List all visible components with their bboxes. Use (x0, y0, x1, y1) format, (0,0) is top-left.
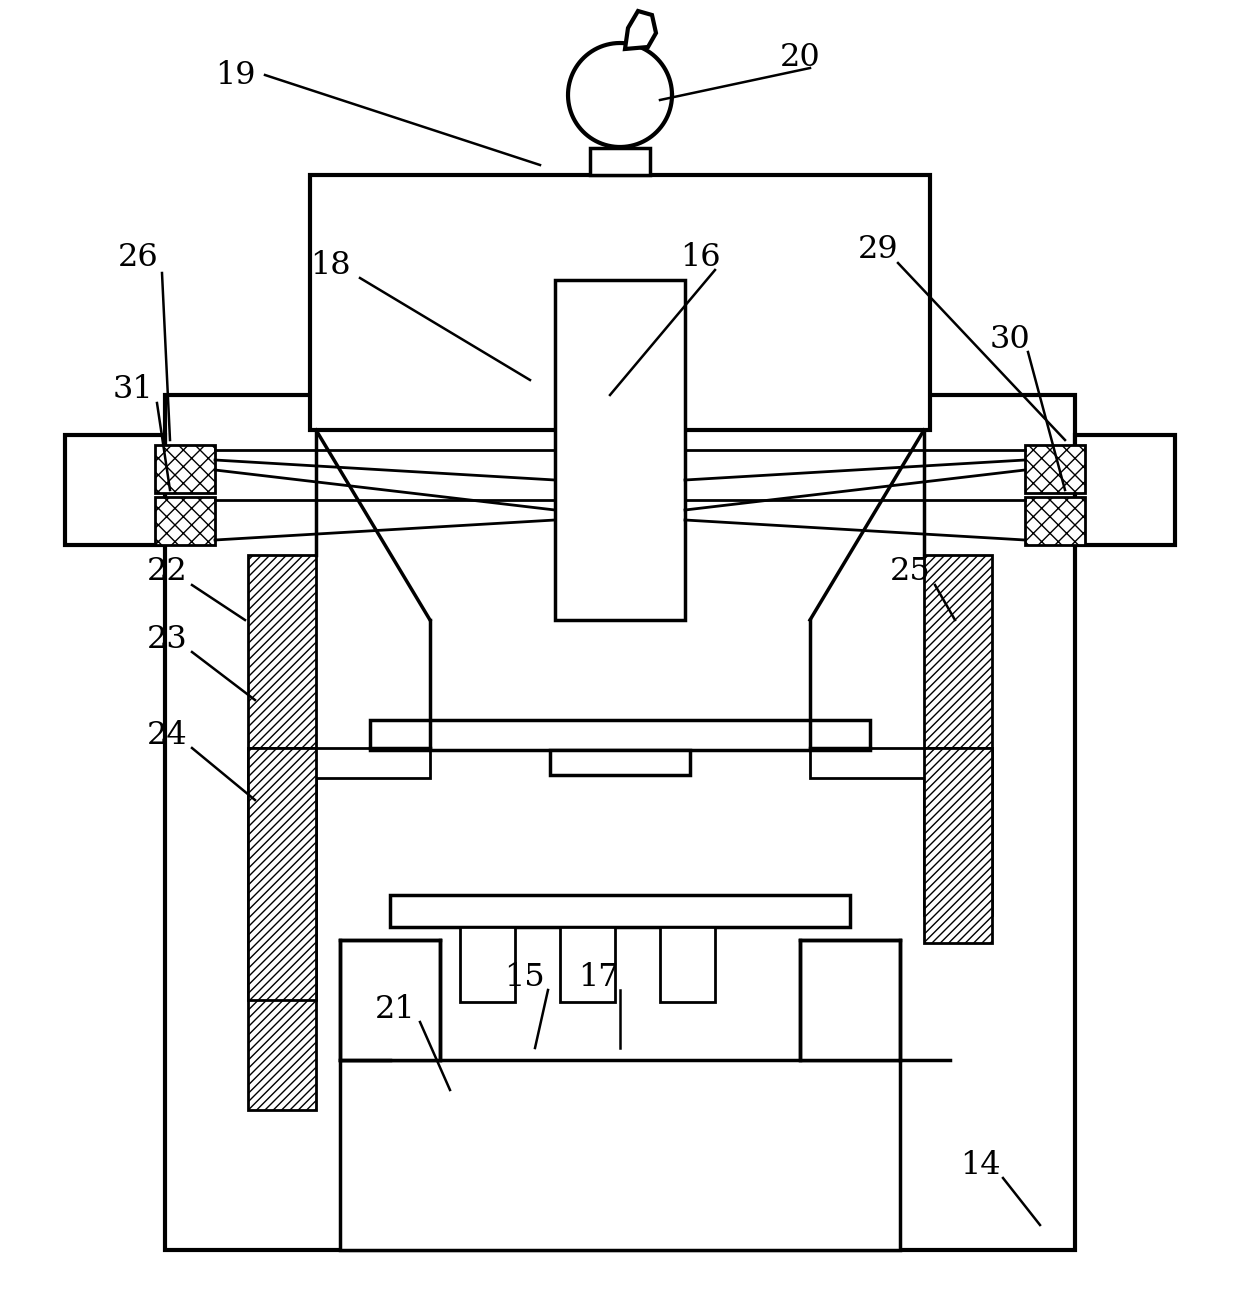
Text: 31: 31 (113, 375, 154, 406)
Bar (391, 895, 849, 928)
Bar (556, 280, 684, 621)
Bar (310, 176, 930, 431)
Bar (810, 748, 992, 778)
Bar (340, 941, 440, 1060)
Text: 15: 15 (505, 963, 546, 994)
Text: 21: 21 (374, 994, 415, 1025)
Bar (460, 928, 515, 1002)
Bar (64, 435, 165, 545)
Bar (800, 941, 900, 1060)
Bar (590, 148, 650, 176)
Text: 17: 17 (578, 963, 619, 994)
Bar (924, 556, 992, 915)
Text: 14: 14 (960, 1150, 1001, 1180)
Text: 26: 26 (118, 242, 159, 273)
Text: 30: 30 (990, 324, 1030, 355)
Bar (660, 928, 715, 1002)
Bar (924, 748, 992, 943)
Text: 22: 22 (146, 557, 187, 588)
Text: 18: 18 (310, 250, 351, 281)
Bar (1075, 435, 1176, 545)
Text: 24: 24 (146, 719, 187, 751)
Bar (1025, 445, 1085, 493)
Text: 19: 19 (215, 60, 255, 91)
Bar (560, 928, 615, 1002)
Bar (248, 556, 316, 1110)
Text: 23: 23 (146, 624, 187, 656)
Bar (1025, 497, 1085, 545)
Polygon shape (625, 10, 656, 49)
Bar (551, 749, 689, 775)
Bar (155, 497, 215, 545)
Text: 25: 25 (889, 557, 930, 588)
Text: 29: 29 (858, 234, 898, 265)
Bar (248, 748, 430, 778)
Bar (340, 1060, 900, 1250)
Text: 20: 20 (780, 43, 821, 73)
Bar (248, 748, 316, 1000)
Bar (370, 719, 870, 749)
Text: 16: 16 (680, 242, 720, 273)
Bar (165, 396, 1075, 1250)
Bar (155, 445, 215, 493)
